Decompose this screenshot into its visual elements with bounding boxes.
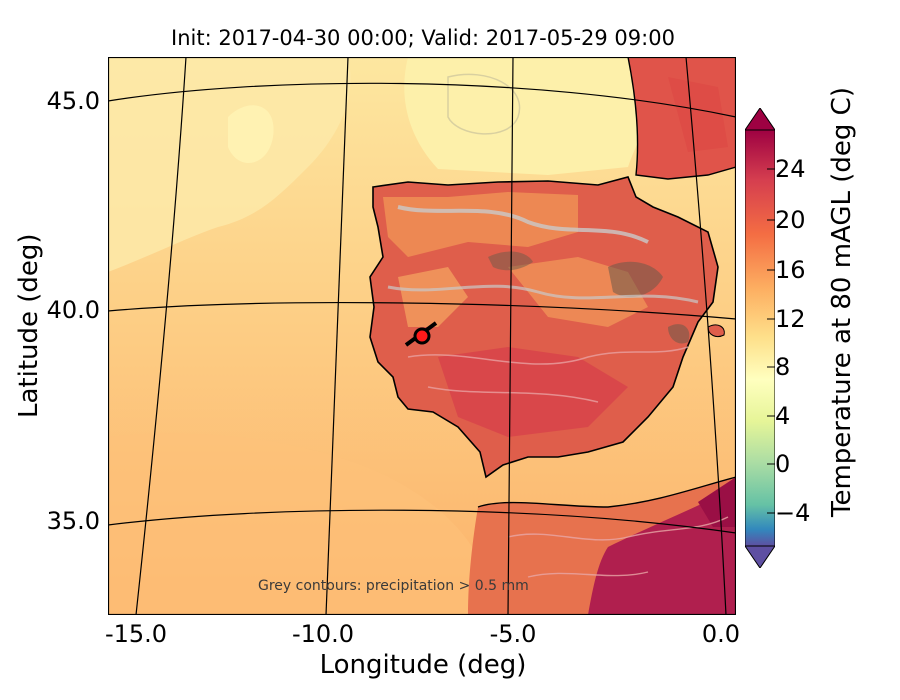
- x-tick-label: 0.0: [701, 620, 741, 648]
- colorbar-tick-label: 0: [775, 450, 791, 478]
- precipitation-note: Grey contours: precipitation > 0.5 mm: [258, 578, 529, 594]
- y-axis-label: Latitude (deg): [14, 233, 44, 418]
- map-title: Init: 2017-04-30 00:00; Valid: 2017-05-2…: [171, 26, 675, 50]
- x-tick-label: -15.0: [104, 620, 168, 648]
- colorbar-extend-min: [745, 545, 775, 568]
- colorbar-tick-label: 24: [775, 155, 806, 183]
- balearic-islands: [707, 324, 725, 338]
- colorbar-label: Temperature at 80 mAGL (deg C): [827, 87, 857, 517]
- x-tick-label: -5.0: [489, 620, 537, 648]
- colorbar-tick-label: −4: [775, 499, 811, 527]
- colorbar: [745, 108, 775, 568]
- y-tick-label: 45.0: [46, 87, 100, 115]
- x-axis-label: Longitude (deg): [319, 650, 527, 680]
- colorbar-tick-label: 16: [775, 256, 806, 284]
- site-marker: [413, 327, 431, 345]
- colorbar-extend-max: [745, 108, 775, 131]
- y-tick-label: 35.0: [46, 507, 100, 535]
- cool-sea-region: [108, 57, 351, 272]
- temperature-map: [108, 57, 736, 615]
- colorbar-gradient: [745, 129, 775, 547]
- bay-of-biscay-water: [404, 57, 668, 175]
- colorbar-tick-label: 4: [775, 402, 791, 430]
- graticule: [108, 57, 736, 615]
- colorbar-tick-label: 8: [775, 353, 791, 381]
- colorbar-tick-label: 12: [775, 305, 806, 333]
- colorbar-tick-label: 20: [775, 206, 806, 234]
- y-tick-label: 40.0: [46, 296, 100, 324]
- x-tick-label: -10.0: [291, 620, 355, 648]
